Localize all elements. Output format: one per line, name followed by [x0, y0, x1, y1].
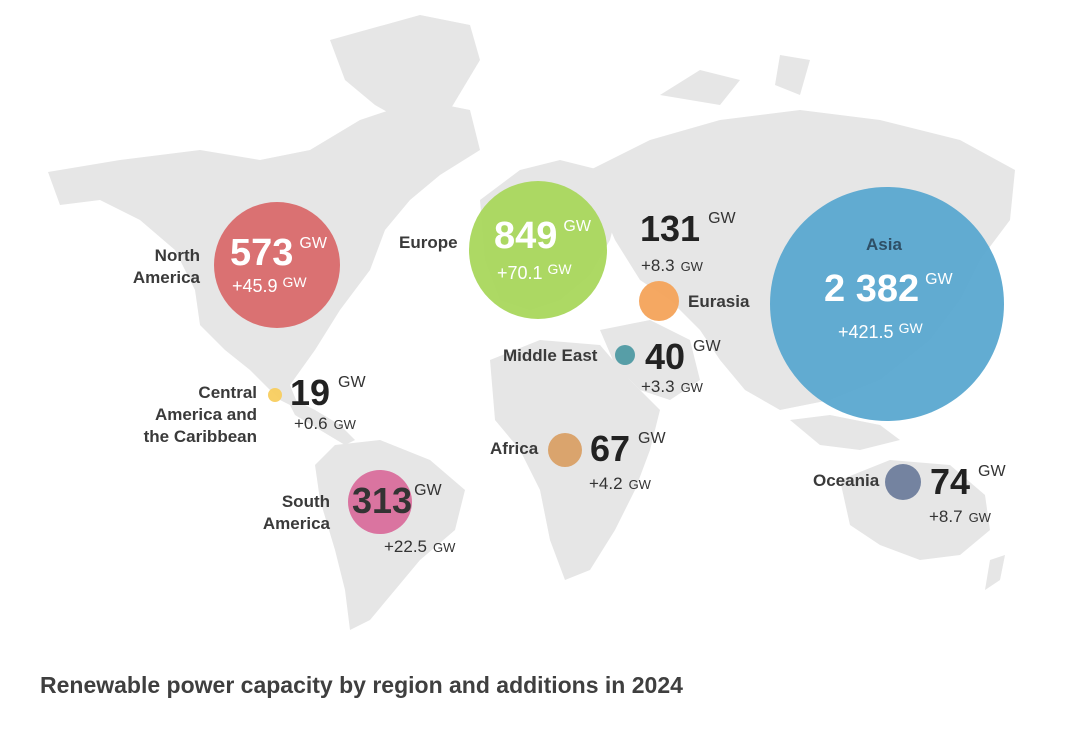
capacity-eurasia: 131 GW — [640, 208, 736, 249]
landmass-new-zealand — [985, 555, 1005, 590]
region-name-africa: Africa — [490, 439, 539, 458]
bubble-oceania — [885, 464, 921, 500]
region-name-south-america: South America — [262, 492, 330, 533]
figure-title: Renewable power capacity by region and a… — [40, 672, 683, 698]
landmass-australia — [840, 460, 990, 560]
region-name-asia: Asia — [866, 235, 902, 254]
region-name-oceania: Oceania — [813, 471, 880, 490]
landmass-greenland — [330, 15, 480, 125]
addition-middle-east: +3.3 GW — [641, 377, 703, 396]
region-name-middle-east: Middle East — [503, 346, 598, 365]
bubble-europe — [469, 181, 607, 319]
addition-north-america: +45.9 GW — [232, 274, 307, 296]
capacity-asia: 2 382 GW — [824, 268, 953, 310]
addition-asia: +421.5 GW — [838, 320, 923, 342]
bubble-asia — [770, 187, 1004, 421]
addition-oceania: +8.7 GW — [929, 507, 991, 526]
region-name-eurasia: Eurasia — [688, 292, 750, 311]
capacity-oceania: 74 GW — [930, 461, 1006, 502]
capacity-central-america: 19 GW — [290, 372, 366, 413]
capacity-europe: 849 GW — [494, 215, 591, 257]
addition-central-america: +0.6 GW — [294, 414, 356, 433]
capacity-africa: 67 GW — [590, 428, 666, 469]
bubble-central-america — [268, 388, 282, 402]
landmass-south-america — [315, 440, 465, 630]
addition-eurasia: +8.3 GW — [641, 256, 703, 275]
bubble-eurasia — [639, 281, 679, 321]
capacity-south-america: 313 GW — [352, 480, 442, 521]
region-name-central-america: Central America and the Caribbean — [143, 383, 257, 446]
landmass-central-america — [285, 395, 355, 445]
addition-south-america: +22.5 GW — [384, 537, 456, 556]
landmass-middle-east — [600, 320, 700, 400]
bubble-north-america — [214, 202, 340, 328]
landmass-arctic-islands — [660, 55, 810, 105]
capacity-north-america: 573 GW — [230, 232, 327, 274]
bubble-middle-east — [615, 345, 635, 365]
region-name-europe: Europe — [399, 233, 458, 252]
bubble-south-america — [348, 470, 412, 534]
landmass-southeast-asia — [790, 415, 900, 450]
bubble-africa — [548, 433, 582, 467]
capacity-middle-east: 40 GW — [645, 336, 721, 377]
addition-europe: +70.1 GW — [497, 261, 572, 283]
region-name-north-america: North America — [132, 246, 200, 287]
addition-africa: +4.2 GW — [589, 474, 651, 493]
